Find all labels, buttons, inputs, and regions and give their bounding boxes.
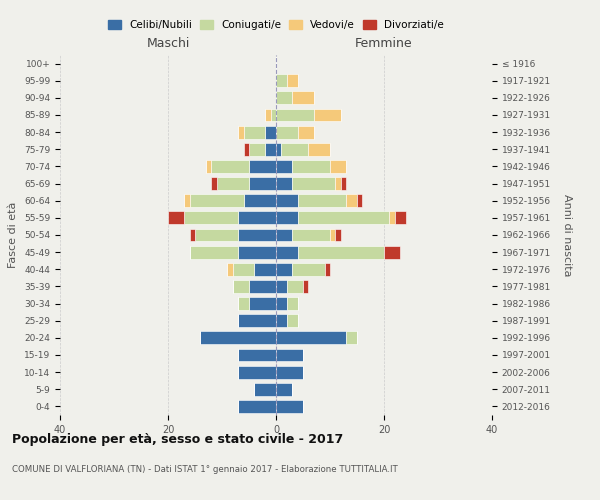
Bar <box>292 92 314 104</box>
Bar <box>211 177 217 190</box>
Bar <box>238 228 276 241</box>
Bar <box>314 108 341 122</box>
Y-axis label: Anni di nascita: Anni di nascita <box>562 194 572 276</box>
Bar <box>287 297 298 310</box>
Bar <box>298 194 346 207</box>
Bar <box>238 314 276 327</box>
Bar <box>276 348 303 362</box>
Bar <box>249 160 276 173</box>
Bar <box>276 383 292 396</box>
Bar <box>271 108 276 122</box>
Bar <box>276 74 287 87</box>
Bar <box>389 212 395 224</box>
Text: Femmine: Femmine <box>355 37 413 50</box>
Bar <box>227 263 233 276</box>
Bar <box>276 332 346 344</box>
Bar <box>276 366 303 378</box>
Bar <box>298 212 389 224</box>
Bar <box>217 177 249 190</box>
Bar <box>249 297 276 310</box>
Bar <box>190 228 195 241</box>
Bar <box>276 108 314 122</box>
Bar <box>238 400 276 413</box>
Bar <box>395 212 406 224</box>
Bar <box>325 263 330 276</box>
Bar <box>292 160 330 173</box>
Bar <box>184 212 238 224</box>
Text: Popolazione per età, sesso e stato civile - 2017: Popolazione per età, sesso e stato civil… <box>12 432 343 446</box>
Bar <box>184 194 190 207</box>
Bar <box>292 228 330 241</box>
Bar <box>238 212 276 224</box>
Bar <box>281 143 308 156</box>
Bar <box>238 297 249 310</box>
Bar <box>276 212 298 224</box>
Bar <box>190 246 238 258</box>
Bar <box>233 280 249 293</box>
Bar <box>265 126 276 138</box>
Bar <box>276 400 303 413</box>
Bar <box>265 143 276 156</box>
Bar <box>238 348 276 362</box>
Bar <box>330 160 346 173</box>
Bar <box>249 177 276 190</box>
Bar <box>287 314 298 327</box>
Bar <box>298 126 314 138</box>
Bar <box>244 143 249 156</box>
Bar <box>276 280 287 293</box>
Bar <box>190 194 244 207</box>
Bar <box>292 177 335 190</box>
Bar <box>292 263 325 276</box>
Bar <box>276 160 292 173</box>
Bar <box>254 263 276 276</box>
Bar <box>276 92 292 104</box>
Bar <box>244 194 276 207</box>
Bar <box>238 126 244 138</box>
Bar <box>276 297 287 310</box>
Bar <box>276 263 292 276</box>
Bar <box>195 228 238 241</box>
Bar <box>335 177 341 190</box>
Bar <box>384 246 400 258</box>
Bar <box>249 280 276 293</box>
Bar <box>308 143 330 156</box>
Bar <box>168 212 184 224</box>
Bar <box>303 280 308 293</box>
Bar <box>276 194 298 207</box>
Bar <box>276 246 298 258</box>
Bar <box>276 177 292 190</box>
Bar <box>346 194 357 207</box>
Bar <box>298 246 384 258</box>
Bar <box>206 160 211 173</box>
Bar <box>276 126 298 138</box>
Bar <box>287 74 298 87</box>
Bar <box>244 126 265 138</box>
Bar <box>276 143 281 156</box>
Bar <box>200 332 276 344</box>
Bar <box>287 280 303 293</box>
Text: COMUNE DI VALFLORIANA (TN) - Dati ISTAT 1° gennaio 2017 - Elaborazione TUTTITALI: COMUNE DI VALFLORIANA (TN) - Dati ISTAT … <box>12 466 398 474</box>
Bar <box>357 194 362 207</box>
Bar <box>254 383 276 396</box>
Text: Maschi: Maschi <box>146 37 190 50</box>
Y-axis label: Fasce di età: Fasce di età <box>8 202 19 268</box>
Bar <box>238 246 276 258</box>
Bar <box>233 263 254 276</box>
Bar <box>276 314 287 327</box>
Bar <box>238 366 276 378</box>
Bar <box>330 228 335 241</box>
Bar <box>276 228 292 241</box>
Bar <box>249 143 265 156</box>
Bar <box>265 108 271 122</box>
Bar <box>346 332 357 344</box>
Legend: Celibi/Nubili, Coniugati/e, Vedovi/e, Divorziati/e: Celibi/Nubili, Coniugati/e, Vedovi/e, Di… <box>105 17 447 34</box>
Bar <box>211 160 249 173</box>
Bar <box>341 177 346 190</box>
Bar <box>335 228 341 241</box>
